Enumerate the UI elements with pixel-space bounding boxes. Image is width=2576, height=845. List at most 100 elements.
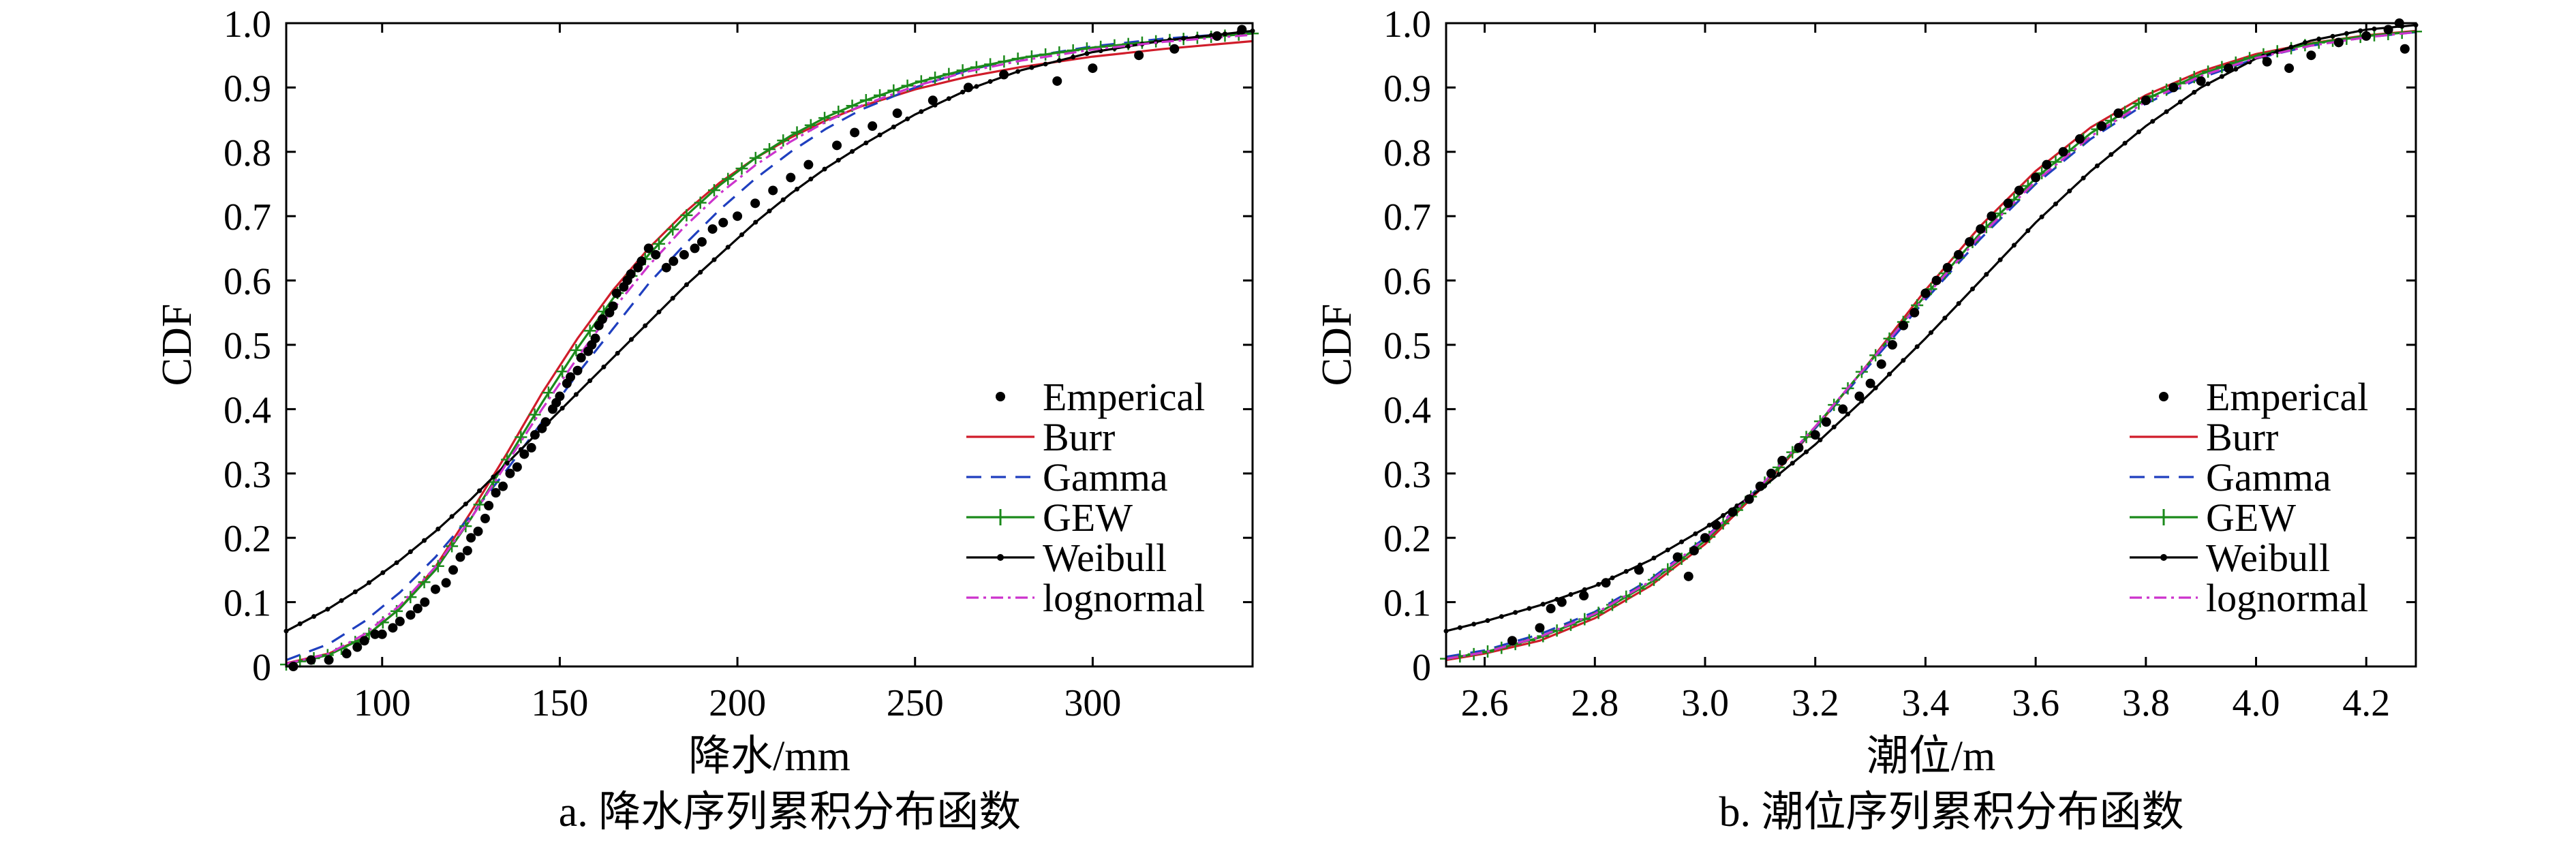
y-tick-label: 0.2: [224, 518, 271, 560]
weibull-marker: [987, 79, 993, 84]
weibull-marker: [1734, 503, 1740, 508]
gew-marker: [694, 196, 707, 209]
weibull-marker: [850, 149, 855, 154]
weibull-marker: [1596, 582, 1601, 587]
x-tick-label: 3.0: [1681, 682, 1729, 724]
weibull-marker: [2122, 140, 2128, 146]
empirical-point: [1821, 417, 1831, 427]
empirical-point: [590, 333, 600, 343]
empirical-point: [306, 655, 316, 665]
weibull-marker: [780, 197, 786, 202]
weibull-marker: [2192, 89, 2197, 95]
weibull-marker: [2302, 40, 2307, 45]
empirical-point: [1672, 552, 1683, 562]
empirical-point: [2042, 159, 2052, 170]
weibull-marker: [573, 392, 579, 397]
empirical-point: [1546, 604, 1556, 614]
empirical-point: [1910, 307, 1920, 318]
weibull-marker: [2330, 33, 2335, 39]
weibull-marker: [1665, 547, 1670, 553]
empirical-point: [1052, 76, 1062, 86]
empirical-point: [498, 481, 508, 491]
weibull-marker: [2316, 36, 2322, 42]
weibull-marker: [1610, 575, 1615, 581]
x-tick-label: 2.8: [1571, 682, 1619, 724]
empirical-point: [2074, 134, 2085, 144]
panel-b: 0 0.1 0.2 0.3 0.4 0.5 0.6 0.7 0.8 0.9 1.0 2.6 2.8 3.0…: [1314, 3, 2422, 835]
legend-label-emperical: Emperical: [1043, 375, 1205, 419]
gew-marker: [707, 184, 720, 197]
weibull-marker: [2025, 228, 2031, 234]
weibull-marker: [1804, 449, 1809, 455]
weibull-marker: [504, 461, 510, 466]
empirical-point: [1744, 494, 1754, 504]
empirical-point: [1838, 404, 1848, 414]
gew-marker: [942, 67, 955, 80]
y-tick-label: 1.0: [1383, 3, 1431, 46]
empirical-point: [803, 159, 814, 170]
weibull-marker: [1706, 523, 1712, 528]
legend-label-gamma: Gamma: [1043, 455, 1168, 500]
empirical-point: [473, 526, 483, 536]
y-tick-label: 0.2: [1383, 518, 1431, 560]
weibull-marker: [449, 514, 455, 519]
y-tick-label: 1.0: [224, 3, 271, 46]
gew-marker: [887, 84, 900, 97]
weibull-marker: [587, 378, 593, 384]
gew-marker: [929, 71, 942, 84]
weibull-marker: [1693, 531, 1698, 536]
weibull-marker: [1029, 65, 1034, 70]
weibull-marker: [808, 176, 814, 182]
empirical-point: [412, 604, 423, 614]
x-tick-label: 2.6: [1461, 682, 1509, 724]
empirical-point: [1755, 481, 1765, 491]
weibull-marker: [1015, 69, 1021, 74]
x-tick-label: 200: [709, 682, 766, 724]
empirical-point: [2003, 198, 2013, 209]
empirical-point: [1777, 455, 1788, 465]
weibull-marker: [1084, 51, 1090, 57]
empirical-point: [1865, 378, 1875, 388]
y-tick-label: 0.1: [1383, 583, 1431, 625]
empirical-point: [1169, 44, 1180, 54]
x-tick-label: 300: [1064, 682, 1121, 724]
empirical-point: [1579, 591, 1589, 601]
weibull-marker: [2067, 188, 2072, 194]
empirical-point: [892, 108, 902, 119]
gew-marker: [2174, 77, 2187, 90]
legend-swatch-emperical: [2159, 392, 2168, 401]
weibull-marker: [628, 337, 634, 342]
empirical-point: [1535, 623, 1545, 633]
empirical-point: [1931, 275, 1942, 286]
empirical-point: [2399, 44, 2410, 54]
weibull-marker: [1623, 569, 1629, 574]
gew-marker: [473, 498, 486, 511]
empirical-point: [1976, 224, 1986, 234]
empirical-point: [2262, 57, 2272, 67]
empirical-point: [2383, 25, 2393, 35]
weibull-marker: [1873, 385, 1878, 390]
empirical-point: [1794, 443, 1804, 453]
x-tick-label: 3.6: [2012, 682, 2059, 724]
weibull-marker: [698, 269, 703, 275]
empirical-point: [576, 352, 586, 363]
x-axis-label-a: 降水/mm: [688, 733, 850, 780]
empirical-point: [2113, 108, 2123, 119]
empirical-point: [388, 623, 398, 633]
gew-marker: [998, 55, 1011, 68]
weibull-marker: [1043, 61, 1048, 67]
empirical-point: [1507, 636, 1518, 646]
empirical-point: [2284, 63, 2295, 74]
empirical-point: [405, 610, 416, 620]
weibull-marker: [1071, 55, 1076, 60]
y-tick-label: 0.8: [224, 132, 271, 174]
empirical-point: [637, 256, 647, 266]
x-tick-label: 3.4: [1901, 682, 1949, 724]
weibull-marker: [463, 502, 468, 507]
weibull-marker: [1513, 610, 1518, 615]
y-axis-label-a: CDF: [154, 304, 200, 386]
gew-marker: [515, 431, 527, 444]
